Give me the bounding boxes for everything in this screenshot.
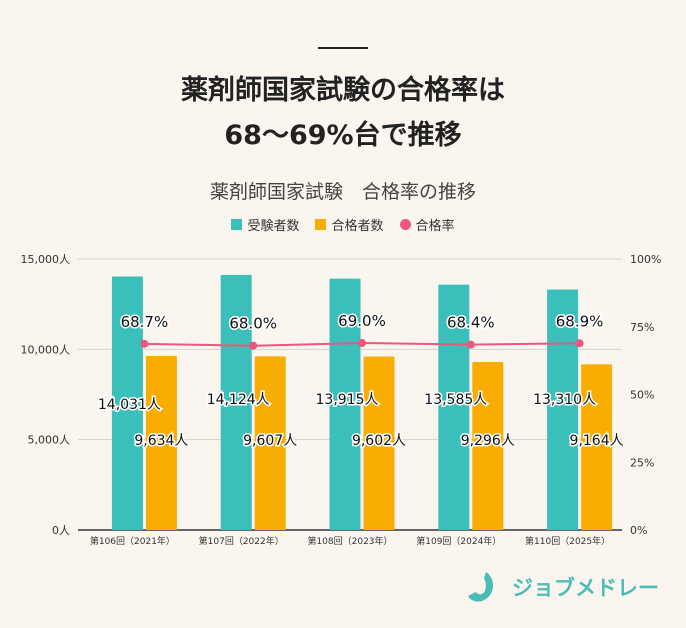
passers-label: 9,602人 bbox=[352, 433, 406, 449]
bar-examinees bbox=[547, 289, 579, 530]
rate-label: 68.0% bbox=[229, 315, 277, 333]
bar-passers bbox=[581, 364, 613, 530]
passers-label: 9,164人 bbox=[570, 433, 624, 449]
rate-point bbox=[140, 339, 149, 348]
bar-passers bbox=[145, 355, 177, 530]
rate-point bbox=[466, 340, 475, 349]
rate-point bbox=[358, 339, 366, 348]
examinees-label: 13,310人 bbox=[533, 392, 596, 408]
passers-label: 9,607人 bbox=[243, 433, 297, 449]
brand-name: ジョブメドレー bbox=[512, 576, 659, 600]
y-tick-label: 10,000人 bbox=[21, 343, 71, 356]
legend-swatch bbox=[399, 219, 411, 230]
legend-examinees: 受験者数 bbox=[231, 215, 299, 234]
y-tick-label: 5,000人 bbox=[28, 434, 71, 447]
examinees-label: 14,031人 bbox=[98, 397, 161, 413]
rate-label: 68.9% bbox=[556, 312, 604, 330]
brand-j-icon bbox=[468, 572, 494, 602]
headline-line1: 薬剤師国家試験の合格率は bbox=[181, 75, 505, 106]
bar-examinees bbox=[111, 276, 143, 530]
x-tick-label: 第107回（2022年） bbox=[199, 535, 284, 547]
y2-tick-label: 25% bbox=[630, 456, 654, 469]
rate-label: 68.4% bbox=[447, 314, 495, 332]
headline-line2: 68～69%台で推移 bbox=[224, 120, 462, 151]
passers-label: 9,296人 bbox=[461, 433, 515, 449]
y-tick-label: 15,000人 bbox=[21, 253, 71, 266]
bar-passers bbox=[472, 362, 504, 530]
rate-label: 69.0% bbox=[338, 312, 386, 330]
legend-label: 受験者数 bbox=[247, 219, 300, 234]
rate-point bbox=[575, 339, 584, 348]
examinees-label: 13,915人 bbox=[316, 392, 379, 408]
x-tick-label: 第110回（2025年） bbox=[525, 535, 610, 547]
y2-tick-label: 100% bbox=[630, 253, 661, 266]
bar-passers bbox=[254, 356, 286, 530]
legend-rate: 合格率 bbox=[399, 215, 455, 234]
bar-examinees bbox=[220, 274, 252, 530]
legend-passers: 合格者数 bbox=[315, 215, 384, 234]
y-tick-label: 0人 bbox=[52, 524, 70, 537]
bar-examinees bbox=[438, 284, 470, 530]
examinees-label: 13,585人 bbox=[424, 392, 487, 408]
rate-point bbox=[249, 341, 258, 350]
rate-label: 68.7% bbox=[121, 313, 169, 331]
y2-tick-label: 50% bbox=[630, 389, 654, 402]
divider bbox=[318, 47, 368, 49]
examinees-label: 14,124人 bbox=[207, 392, 270, 408]
bar-passers bbox=[363, 356, 395, 530]
x-tick-label: 第109回（2024年） bbox=[416, 535, 501, 547]
passers-label: 9,634人 bbox=[134, 433, 188, 449]
legend-label: 合格者数 bbox=[331, 219, 384, 234]
chart-title: 薬剤師国家試験 合格率の推移 bbox=[209, 181, 476, 203]
legend: 受験者数 合格者数 合格率 bbox=[0, 215, 686, 234]
y2-tick-label: 75% bbox=[630, 321, 654, 334]
legend-swatch bbox=[315, 219, 327, 230]
brand-logo: ジョブメドレー bbox=[466, 570, 659, 604]
legend-label: 合格率 bbox=[415, 219, 455, 234]
bar-examinees bbox=[329, 278, 361, 530]
x-tick-label: 第106回（2021年） bbox=[90, 535, 175, 547]
legend-swatch bbox=[231, 219, 243, 230]
x-tick-label: 第108回（2023年） bbox=[307, 535, 392, 547]
y2-tick-label: 0% bbox=[630, 524, 647, 537]
